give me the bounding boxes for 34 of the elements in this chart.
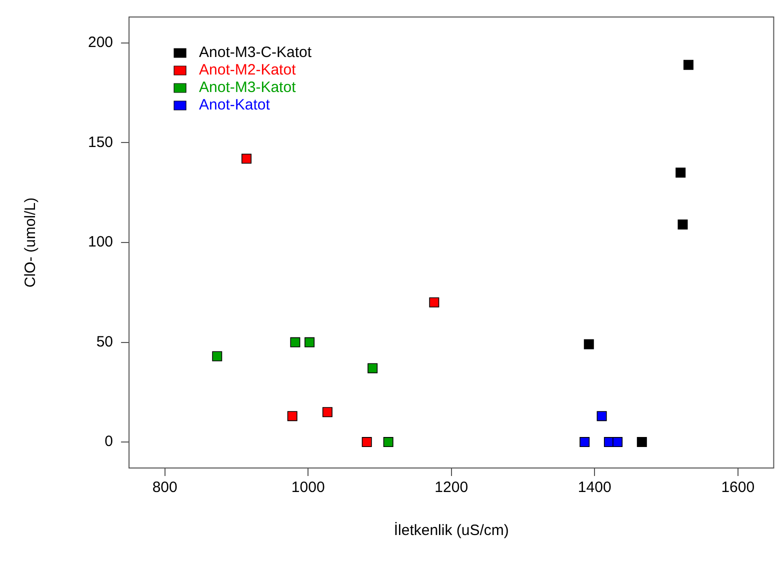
y-tick-label: 150 [88, 134, 114, 151]
x-tick-label: 1200 [434, 479, 468, 496]
y-tick-label: 100 [88, 234, 114, 251]
point [676, 168, 686, 178]
legend-label: Anot-M3-C-Katot [199, 44, 312, 62]
point [287, 411, 298, 422]
x-tick-label: 1000 [291, 479, 325, 496]
point [322, 407, 332, 418]
point [212, 351, 222, 362]
point [362, 437, 372, 448]
point [290, 337, 300, 348]
point [678, 220, 688, 230]
x-axis-title: İletkenlik (uS/cm) [394, 521, 509, 540]
x-tick-label: 1400 [578, 479, 612, 496]
point [429, 297, 440, 308]
y-tick-label: 200 [88, 34, 114, 52]
point [383, 437, 394, 448]
point [596, 411, 607, 422]
legend-label: Anot-M3-Katot [199, 79, 297, 96]
x-tick-label: 800 [152, 479, 178, 496]
legend-label: Anot-M2-Katot [199, 62, 297, 79]
y-axis-title: ClO- (umol/L) [22, 197, 40, 288]
x-tick-label: 1600 [721, 479, 755, 496]
point [636, 437, 647, 448]
legend-label: Anot-Katot [199, 96, 271, 114]
point [580, 437, 590, 448]
y-tick-label: 0 [104, 433, 114, 450]
point [584, 339, 594, 350]
y-tick-label: 50 [96, 333, 114, 350]
point [612, 437, 623, 448]
point [304, 337, 315, 348]
point [683, 60, 694, 70]
point [242, 154, 252, 164]
point [368, 363, 378, 374]
